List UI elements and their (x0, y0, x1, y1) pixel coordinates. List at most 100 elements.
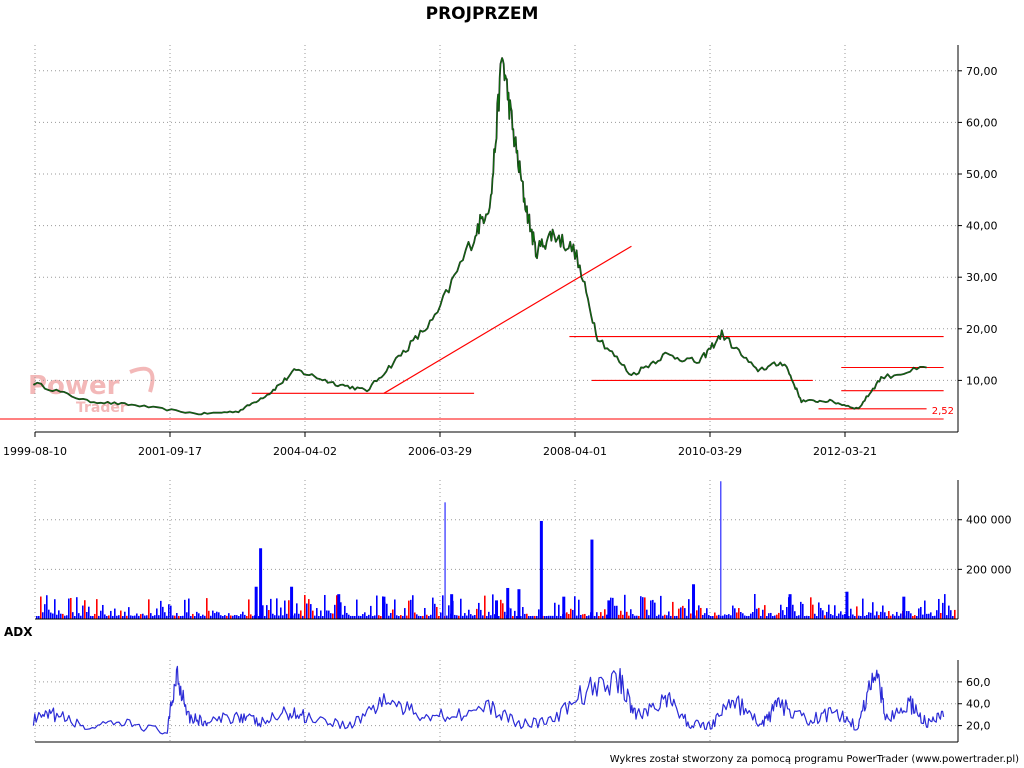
volume-bar (154, 615, 156, 619)
volume-bar (882, 605, 884, 619)
volume-bar (184, 599, 186, 619)
volume-bar (764, 605, 766, 619)
chart-title: PROJPRZEM (426, 4, 539, 24)
volume-bar (380, 615, 382, 619)
volume-bar (476, 608, 478, 619)
volume-bar (426, 614, 428, 619)
volume-bar (392, 609, 394, 619)
volume-bar (470, 614, 472, 619)
volume-bar (182, 615, 184, 619)
volume-bar (422, 615, 424, 619)
volume-bar (376, 595, 378, 619)
volume-bar (304, 595, 306, 619)
volume-bar (362, 614, 364, 619)
volume-bar (344, 605, 346, 619)
volume-bar (896, 611, 898, 619)
volume-bar (582, 614, 584, 619)
volume-bar (754, 594, 756, 619)
volume-bar (658, 614, 660, 619)
volume-bar (618, 614, 620, 619)
volume-bar (810, 597, 812, 619)
volume-bar (446, 615, 448, 619)
volume-bar (230, 615, 232, 619)
x-tick-label: 2010-03-29 (678, 445, 742, 458)
volume-bar (282, 615, 284, 619)
volume-bar (780, 604, 782, 619)
volume-bar (538, 609, 540, 619)
volume-bar (138, 615, 140, 619)
volume-bar-major (607, 600, 611, 619)
volume-bar (100, 610, 102, 619)
volume-bar (738, 608, 740, 619)
volume-bar (824, 615, 826, 619)
volume-bar (834, 605, 836, 619)
volume-bar (186, 612, 188, 619)
volume-bar-major (517, 589, 521, 619)
volume-bar (448, 605, 450, 619)
volume-bar (800, 601, 802, 619)
volume-bar (348, 614, 350, 619)
volume-bar (42, 612, 44, 619)
volume-bar (434, 603, 436, 619)
volume-bar (872, 602, 874, 619)
volume-bar (112, 615, 114, 619)
volume-bar (300, 610, 302, 619)
volume-bar (596, 612, 598, 619)
volume-bar (828, 604, 830, 619)
volume-bar (420, 616, 422, 619)
volume-bar (86, 612, 88, 619)
volume-bar (936, 610, 938, 619)
volume-bar (360, 615, 362, 619)
volume-bar (40, 596, 42, 619)
volume-bar (568, 614, 570, 619)
volume-bar (218, 612, 220, 619)
volume-bar (632, 614, 634, 619)
volume-bar (672, 601, 674, 619)
volume-bar (334, 604, 336, 619)
volume-bar (740, 612, 742, 619)
volume-bar-major (590, 539, 594, 619)
y-tick-label: 20,0 (966, 720, 991, 733)
volume-bar (418, 615, 420, 619)
volume-bar (752, 611, 754, 619)
volume-bar (594, 615, 596, 619)
volume-bar (534, 615, 536, 619)
volume-bar-major (450, 594, 454, 619)
volume-bar (552, 615, 554, 619)
volume-bar (284, 600, 286, 619)
volume-bar (812, 604, 814, 619)
volume-bar (142, 613, 144, 619)
price-line-shadow (32, 57, 927, 416)
x-tick-label: 2008-04-01 (543, 445, 607, 458)
volume-bar (796, 615, 798, 619)
volume-bar (696, 610, 698, 619)
volume-bar (178, 615, 180, 619)
volume-bar (794, 611, 796, 619)
volume-bar (528, 615, 530, 619)
volume-bar (438, 615, 440, 619)
volume-y-ticks: 200 000 400 000 (958, 514, 1012, 576)
volume-bar (440, 612, 442, 619)
volume-bar (900, 613, 902, 619)
volume-bar (504, 611, 506, 619)
volume-bar (296, 603, 298, 619)
adx-y-ticks: 20,0 40,0 60,0 (958, 676, 991, 733)
volume-bar (820, 607, 822, 619)
volume-bar (156, 608, 158, 619)
volume-bar (68, 598, 70, 619)
volume-bar (670, 615, 672, 619)
volume-bar (60, 613, 62, 619)
volume-bar (532, 615, 534, 619)
volume-bar (492, 594, 494, 619)
y-tick-label: 10,00 (966, 374, 998, 387)
volume-bar (146, 615, 148, 619)
volume-bar (174, 615, 176, 619)
volume-bar (864, 615, 866, 619)
volume-bar (742, 613, 744, 619)
volume-bar (406, 615, 408, 619)
volume-bar (322, 615, 324, 619)
volume-bar (894, 615, 896, 619)
volume-bar (44, 604, 46, 619)
volume-bar (942, 602, 944, 619)
price-line (33, 57, 927, 415)
